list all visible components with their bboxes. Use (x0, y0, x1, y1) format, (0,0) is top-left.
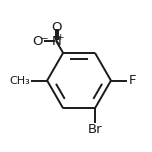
Text: −: − (40, 33, 48, 42)
Text: N: N (51, 35, 61, 48)
Text: F: F (128, 74, 136, 87)
Text: O: O (51, 21, 62, 34)
Text: +: + (56, 33, 64, 42)
Text: O: O (32, 35, 43, 48)
Text: CH₃: CH₃ (10, 76, 30, 86)
Text: Br: Br (88, 123, 102, 136)
